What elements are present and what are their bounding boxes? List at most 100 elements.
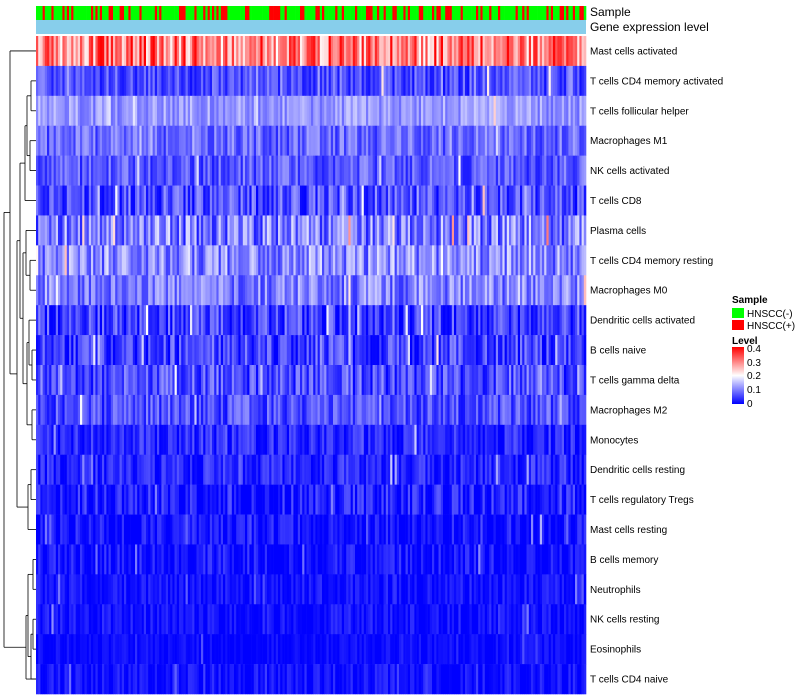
heatmap-cell (370, 424, 373, 456)
heatmap-cell (284, 424, 288, 456)
heatmap-cell (311, 275, 314, 306)
heatmap-cell (113, 365, 116, 396)
heatmap-cell (260, 155, 263, 186)
heatmap-cell (157, 95, 160, 127)
heatmap-cell (47, 215, 50, 246)
heatmap-cell (502, 544, 505, 575)
heatmap-cell (559, 514, 563, 545)
heatmap-cell (284, 215, 288, 246)
heatmap-cell (577, 125, 580, 156)
heatmap-cell (533, 514, 536, 545)
heatmap-cell (304, 155, 307, 186)
heatmap-cell (128, 36, 131, 67)
heatmap-cell (539, 394, 543, 426)
heatmap-cell (302, 275, 305, 306)
heatmap-cell (542, 275, 545, 306)
heatmap-cell (517, 305, 521, 336)
heatmap-cell (102, 484, 105, 515)
heatmap-cell (473, 454, 477, 485)
heatmap-cell (399, 484, 402, 515)
heatmap-cell (392, 36, 395, 67)
heatmap-cell (73, 514, 76, 545)
heatmap-cell (293, 574, 296, 605)
heatmap-cell (216, 574, 219, 605)
heatmap-cell (249, 155, 252, 186)
heatmap-cell (313, 394, 316, 426)
heatmap-cell (438, 275, 442, 306)
heatmap-cell (440, 394, 444, 426)
heatmap-cell (113, 335, 116, 366)
heatmap-cell (55, 514, 59, 545)
heatmap-cell (163, 275, 167, 306)
heatmap-cell (418, 95, 422, 127)
heatmap-cell (412, 484, 415, 515)
heatmap-cell (176, 95, 180, 127)
heatmap-cell (520, 65, 523, 97)
heatmap-cell (130, 335, 134, 366)
heatmap-cell (64, 275, 68, 306)
heatmap-cell (319, 36, 323, 67)
heatmap-cell (394, 335, 398, 366)
heatmap-cell (388, 65, 391, 97)
heatmap-cell (559, 484, 563, 515)
heatmap-cell (506, 185, 510, 216)
heatmap-cell (583, 215, 587, 246)
heatmap-cell (104, 544, 107, 575)
heatmap-cell (36, 155, 39, 186)
heatmap-cell (350, 454, 354, 485)
heatmap-cell (557, 365, 560, 396)
heatmap-cell (146, 245, 149, 276)
heatmap-cell (425, 394, 428, 426)
heatmap-cell (258, 95, 261, 127)
heatmap-cell (207, 65, 211, 97)
heatmap-cell (557, 245, 560, 276)
heatmap-cell (236, 454, 239, 485)
heatmap-cell (465, 514, 468, 545)
heatmap-cell (583, 454, 587, 485)
heatmap-cell (544, 95, 547, 127)
sample-annotation-cell (385, 6, 389, 20)
heatmap-cell (553, 95, 556, 127)
heatmap-cell (405, 365, 409, 396)
heatmap-cell (410, 305, 413, 336)
heatmap-cell (489, 215, 492, 246)
heatmap-cell (311, 305, 314, 336)
heatmap-cell (253, 394, 257, 426)
heatmap-cell (429, 544, 433, 575)
heatmap-cell (113, 215, 116, 246)
heatmap-cell (528, 125, 532, 156)
heatmap-cell (51, 125, 54, 156)
heatmap-cell (355, 454, 358, 485)
heatmap-cell (467, 215, 470, 246)
heatmap-cell (172, 125, 175, 156)
heatmap-cell (414, 335, 417, 366)
heatmap-cell (394, 245, 398, 276)
heatmap-cell (333, 65, 336, 97)
heatmap-cell (489, 305, 492, 336)
sample-annotation-cell (381, 6, 384, 20)
heatmap-cell (135, 215, 138, 246)
heatmap-cell (361, 215, 365, 246)
heatmap-cell (130, 125, 134, 156)
heatmap-cell (458, 155, 461, 186)
heatmap-cell (152, 544, 156, 575)
heatmap-cell (192, 394, 195, 426)
heatmap-cell (64, 125, 68, 156)
heatmap-cell (185, 125, 189, 156)
heatmap-cell (286, 544, 290, 575)
heatmap-cell (271, 36, 274, 67)
heatmap-cell (49, 305, 52, 336)
heatmap-cell (337, 424, 340, 456)
heatmap-cell (86, 215, 90, 246)
heatmap-cell (537, 365, 541, 396)
heatmap-cell (460, 215, 464, 246)
heatmap-cell (165, 95, 169, 127)
heatmap-cell (44, 275, 48, 306)
heatmap-cell (308, 185, 312, 216)
heatmap-cell (462, 365, 466, 396)
heatmap-cell (410, 365, 413, 396)
sample-annotation-cell (291, 6, 294, 20)
heatmap-cell (82, 365, 85, 396)
heatmap-cell (333, 424, 336, 456)
heatmap-cell (216, 544, 219, 575)
